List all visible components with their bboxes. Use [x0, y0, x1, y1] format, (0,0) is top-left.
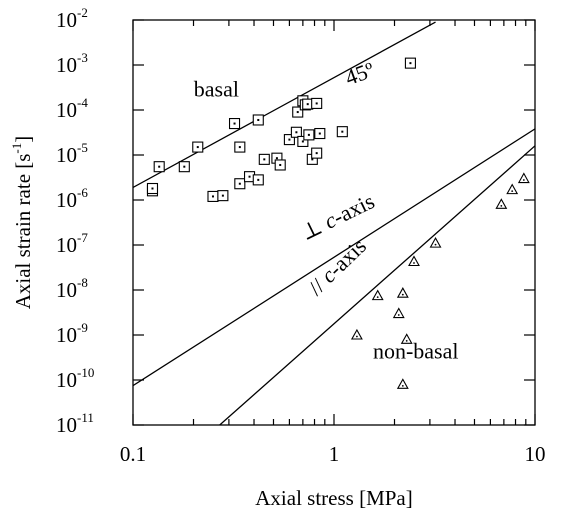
x-tick-label: 0.1 [120, 442, 146, 466]
svg-text:Axial strain rate [s-1]: Axial strain rate [s-1] [9, 136, 35, 310]
y-axis-title-exp: -1 [9, 143, 24, 154]
nonbasal-point-dot [522, 179, 525, 181]
y-axis-title-main: Axial strain rate [s [11, 154, 35, 310]
nonbasal-point-dot [397, 314, 400, 316]
y-tick-label: 10-8 [56, 275, 88, 302]
fit-line-2 [133, 128, 535, 387]
annotation: non-basal [373, 339, 459, 364]
series-basal [146, 57, 416, 202]
tick-labels: 0.1 1 10 10-11 10-10 10-9 10-8 10-7 10-6 10-5 10-4… [56, 5, 546, 466]
nonbasal-point [429, 237, 442, 248]
x-tick-label: 10 [525, 442, 546, 466]
basal-point-dot [238, 182, 241, 185]
basal-point-dot [151, 187, 154, 190]
basal-point-dot [183, 165, 186, 168]
nonbasal-point [396, 287, 409, 298]
y-tick-label: 10-6 [56, 185, 88, 212]
nonbasal-point [506, 183, 519, 195]
fit-lines [133, 21, 535, 425]
nonbasal-point-dot [356, 335, 358, 338]
nonbasal-point-dot [500, 204, 503, 207]
basal-point-dot [296, 111, 299, 114]
nonbasal-point [408, 255, 420, 267]
basal-point-dot [221, 194, 224, 197]
basal-point-dot [158, 165, 161, 168]
nonbasal-point-dot [405, 339, 408, 342]
basal-point-dot [409, 62, 412, 65]
basal-point-dot [307, 133, 310, 136]
basal-point-dot [238, 146, 241, 149]
basal-point-dot [295, 131, 298, 134]
basal-point-dot [315, 152, 318, 155]
y-tick-label: 10-3 [56, 50, 88, 77]
annotation: 45º [342, 57, 378, 90]
nonbasal-point-dot [413, 262, 415, 264]
basal-point-dot [196, 146, 199, 149]
nonbasal-point-dot [376, 296, 379, 299]
basal-point-dot [257, 178, 260, 181]
fit-line-3 [219, 145, 535, 425]
basal-point-dot [263, 158, 266, 161]
nonbasal-point [392, 307, 405, 319]
basal-point-dot [288, 138, 291, 141]
y-tick-label: 10-9 [56, 320, 88, 347]
nonbasal-point-dot [511, 190, 514, 193]
y-tick-label: 10-4 [56, 95, 88, 122]
y-tick-label: 10-2 [56, 5, 88, 32]
basal-point-dot [318, 132, 321, 135]
y-tick-label: 10-10 [56, 365, 94, 392]
basal-point-dot [275, 157, 278, 160]
basal-point-dot [315, 102, 318, 105]
annotation: basal [194, 76, 239, 101]
series-non-basal [350, 172, 530, 389]
nonbasal-point [371, 289, 384, 301]
data-points [146, 57, 530, 389]
y-tick-label: 10-11 [56, 410, 94, 437]
nonbasal-point-dot [401, 384, 404, 387]
y-axis-title-suffix: ] [11, 136, 35, 143]
y-tick-label: 10-7 [56, 230, 88, 257]
annotation: // c-axis [303, 233, 371, 300]
nonbasal-point [400, 333, 413, 344]
nonbasal-point [396, 378, 409, 389]
nonbasal-point [350, 328, 363, 340]
basal-point-dot [233, 122, 236, 125]
basal-point-dot [211, 195, 214, 198]
nonbasal-point [517, 172, 530, 184]
x-axis-title: Axial stress [MPa] [255, 486, 412, 510]
nonbasal-point [495, 198, 508, 209]
y-axis-title: Axial strain rate [s-1] [9, 136, 35, 310]
basal-point-dot [257, 118, 260, 121]
basal-point-dot [248, 175, 251, 178]
nonbasal-point-dot [401, 293, 404, 296]
x-tick-label: 1 [329, 442, 340, 466]
basal-point-dot [306, 103, 309, 106]
y-tick-label: 10-5 [56, 140, 88, 167]
nonbasal-point-dot [434, 243, 437, 246]
axis-ticks [132, 19, 536, 426]
fit-line-1 [133, 21, 436, 189]
basal-point-dot [301, 140, 304, 143]
basal-point-dot [311, 158, 314, 161]
basal-point-dot [341, 130, 344, 133]
basal-point-dot [279, 163, 282, 166]
